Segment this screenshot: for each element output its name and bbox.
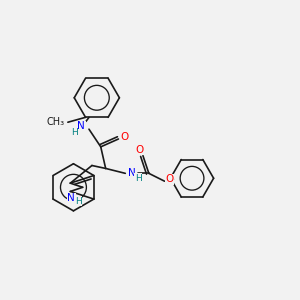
Text: H: H [135, 174, 141, 183]
Text: N: N [77, 121, 85, 131]
Text: H: H [71, 128, 78, 136]
Text: N: N [68, 193, 75, 203]
Text: N: N [128, 168, 136, 178]
Text: O: O [165, 174, 174, 184]
Text: CH₃: CH₃ [47, 117, 65, 127]
Text: O: O [135, 145, 143, 155]
Text: O: O [120, 132, 128, 142]
Text: H: H [75, 197, 82, 206]
